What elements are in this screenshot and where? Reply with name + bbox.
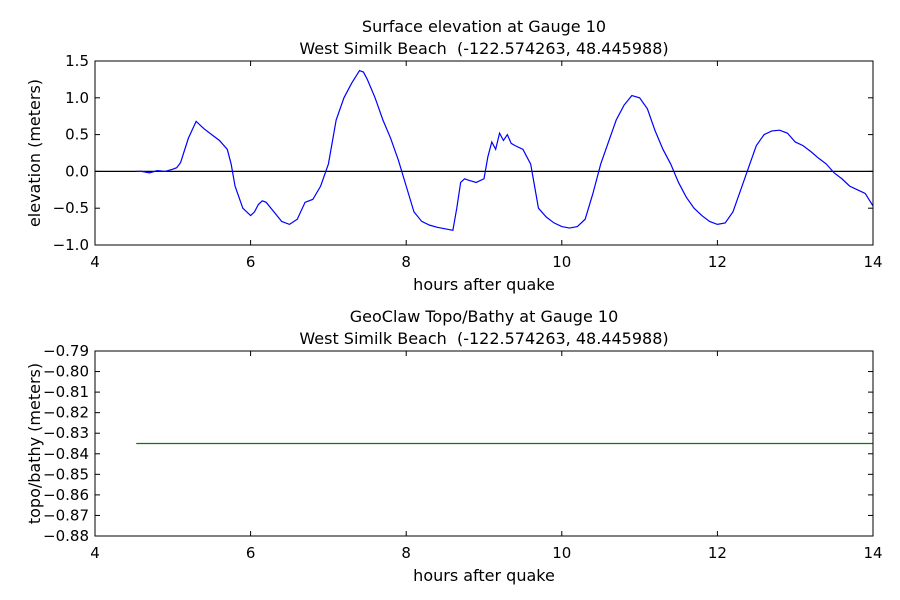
y-tick-label: −0.5	[53, 199, 89, 217]
y-tick-label: 1.5	[65, 52, 89, 70]
chart-title: GeoClaw Topo/Bathy at Gauge 10	[350, 307, 619, 326]
x-tick-label: 10	[552, 544, 571, 562]
chart-subtitle: West Similk Beach (-122.574263, 48.44598…	[299, 39, 668, 58]
x-tick-label: 4	[90, 544, 100, 562]
chart-subtitle: West Similk Beach (-122.574263, 48.44598…	[299, 329, 668, 348]
x-axis-label: hours after quake	[413, 275, 555, 294]
y-tick-label: −0.79	[43, 342, 89, 360]
x-tick-label: 14	[863, 544, 882, 562]
x-tick-label: 10	[552, 253, 571, 271]
y-tick-label: −0.84	[43, 445, 89, 463]
y-tick-label: −0.80	[43, 363, 89, 381]
series-line	[136, 69, 874, 231]
x-tick-label: 6	[246, 544, 256, 562]
x-axis-label: hours after quake	[413, 566, 555, 585]
y-tick-label: −0.81	[43, 383, 89, 401]
y-tick-label: −0.86	[43, 486, 89, 504]
x-tick-label: 14	[863, 253, 882, 271]
y-tick-label: −0.83	[43, 424, 89, 442]
y-axis-label: topo/bathy (meters)	[25, 363, 44, 524]
y-tick-label: −0.85	[43, 465, 89, 483]
plot-frame	[94, 350, 874, 537]
x-tick-label: 6	[246, 253, 256, 271]
x-tick-label: 4	[90, 253, 100, 271]
x-tick-label: 12	[708, 253, 727, 271]
plot-frame	[94, 60, 874, 246]
y-tick-label: 0.0	[65, 162, 89, 180]
y-tick-label: −0.87	[43, 506, 89, 524]
y-axis-label: elevation (meters)	[25, 79, 44, 227]
x-tick-label: 8	[401, 253, 411, 271]
y-tick-label: −0.88	[43, 527, 89, 545]
x-tick-label: 12	[708, 544, 727, 562]
x-tick-label: 8	[401, 544, 411, 562]
y-tick-label: 0.5	[65, 126, 89, 144]
y-tick-label: 1.0	[65, 89, 89, 107]
y-tick-label: −0.82	[43, 404, 89, 422]
y-tick-label: −1.0	[53, 236, 89, 254]
chart-title: Surface elevation at Gauge 10	[362, 17, 606, 36]
